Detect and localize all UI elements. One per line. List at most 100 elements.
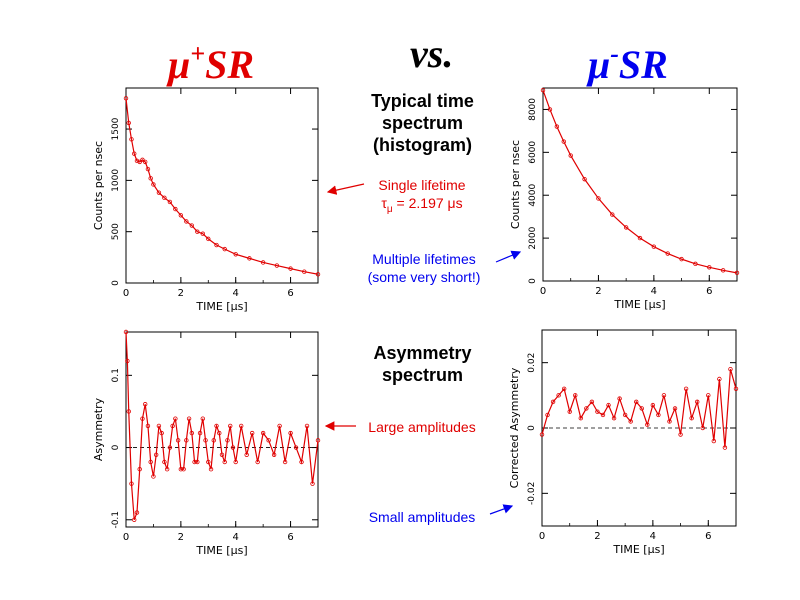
y-tick-label: 0.02 [527, 353, 537, 373]
data-point [222, 246, 227, 252]
muminus-sup: - [610, 39, 619, 68]
data-point [140, 416, 145, 421]
data-point [260, 430, 266, 436]
x-axis-label: TIME [μs] [613, 298, 665, 311]
data-point [249, 430, 255, 436]
data-point [288, 430, 293, 436]
vs-heading: vs. [410, 31, 454, 76]
data-point [151, 182, 156, 187]
data-point [233, 459, 238, 465]
y-tick-label: 1500 [111, 117, 121, 140]
data-point [162, 459, 167, 465]
y-tick-label: 0 [528, 278, 538, 284]
data-point [129, 481, 134, 486]
data-point [189, 430, 195, 436]
muplus-rest: SR [205, 42, 255, 87]
data-point [665, 251, 670, 256]
data-point [181, 467, 186, 472]
x-tick-label: 4 [651, 286, 657, 297]
multiple-lifetimes-line2: (some very short!) [367, 269, 481, 285]
tau-symbol: τ [381, 195, 387, 211]
data-point [217, 430, 222, 436]
time-spectrum-label: Typical time spectrum (histogram) [340, 90, 505, 156]
x-tick-label: 6 [287, 288, 293, 299]
data-point [567, 409, 572, 414]
x-tick-label: 0 [539, 531, 545, 542]
data-point [222, 459, 227, 465]
data-point [145, 166, 151, 172]
data-point [693, 261, 698, 267]
y-tick-label: 0 [527, 425, 537, 431]
muminus-base: μ [588, 42, 611, 87]
data-point [584, 406, 589, 411]
data-point [233, 252, 238, 257]
data-point [595, 409, 600, 414]
data-point [728, 367, 733, 372]
data-point [195, 459, 200, 465]
data-point [700, 425, 705, 431]
data-point [600, 412, 606, 418]
muplus-sr-heading: μ+SR [168, 34, 254, 85]
small-amplitudes-annotation: Small amplitudes [368, 509, 476, 525]
data-point [554, 124, 560, 129]
x-tick-label: 4 [233, 532, 239, 543]
data-point [734, 270, 740, 276]
data-point [315, 272, 321, 277]
data-point [573, 393, 578, 398]
data-point [645, 422, 650, 427]
data-point [211, 438, 216, 443]
single-lifetime-arrow [326, 183, 365, 195]
data-point [247, 256, 252, 261]
data-point [178, 213, 184, 218]
data-point [173, 416, 178, 421]
data-point [214, 242, 219, 248]
asymmetry-spectrum-label: Asymmetry spectrum [340, 342, 505, 386]
tau-value: τμ = 2.197 μs [362, 194, 482, 219]
x-tick-label: 2 [595, 286, 601, 297]
data-point [578, 416, 583, 421]
x-tick-label: 2 [178, 532, 184, 543]
muminus-sr-heading: μ-SR [588, 34, 668, 85]
data-point [695, 399, 700, 405]
data-point [720, 268, 726, 273]
y-tick-label: 4000 [528, 183, 538, 206]
data-point [656, 412, 661, 418]
data-point [175, 438, 181, 443]
large-amplitudes-annotation: Large amplitudes [368, 419, 476, 435]
data-point [282, 459, 288, 465]
plot-frame [125, 87, 319, 284]
data-point [126, 120, 131, 126]
data-point [304, 423, 310, 429]
time-spectrum-line2: spectrum [381, 113, 464, 133]
data-point [596, 196, 601, 201]
data-point [589, 399, 595, 405]
data-point [623, 225, 629, 230]
y-tick-label: 2000 [528, 226, 538, 249]
data-point [189, 223, 195, 228]
data-point [651, 244, 657, 249]
data-point [639, 406, 644, 411]
y-tick-label: 8000 [528, 98, 538, 121]
data-point [228, 423, 233, 429]
data-point [650, 402, 656, 408]
data-point [277, 423, 282, 429]
x-tick-label: 2 [178, 288, 184, 299]
y-tick-label: 1000 [111, 169, 121, 192]
data-point [156, 190, 162, 195]
data-point [582, 176, 587, 182]
multiple-lifetimes-line1: Multiple lifetimes [372, 251, 476, 267]
asymmetry-spectrum-line2: spectrum [381, 365, 464, 385]
tau-rest: = 2.197 μs [392, 195, 463, 211]
x-axis-label: TIME [μs] [612, 543, 664, 556]
data-point [672, 406, 678, 411]
data-point [611, 416, 617, 421]
data-point [132, 517, 137, 522]
series-line-0 [125, 98, 319, 275]
data-point [568, 153, 573, 158]
data-point [145, 423, 151, 429]
data-point [271, 452, 277, 457]
x-axis-label: TIME [μs] [195, 544, 247, 557]
data-point [129, 137, 134, 142]
data-point [634, 399, 639, 405]
